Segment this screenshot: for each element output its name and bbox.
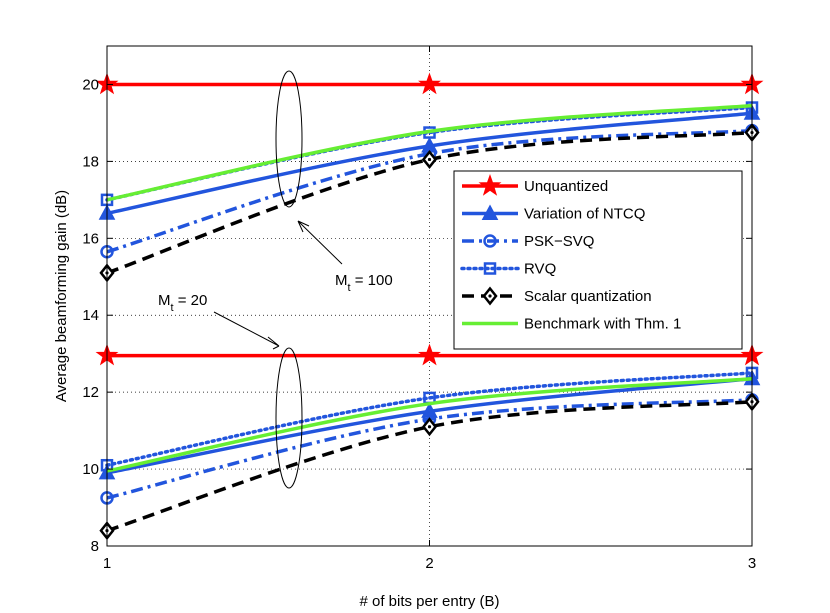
legend-marker-psk-svq: [483, 234, 497, 248]
x-axis-label: # of bits per entry (B): [359, 593, 499, 610]
y-tick-label: 16: [82, 230, 99, 247]
series-line-psk-svq-mt-100: [106, 128, 753, 254]
y-tick-label: 14: [82, 307, 99, 324]
legend-label-variation-of-ntcq: Variation of NTCQ: [524, 206, 645, 223]
grid-lines: [107, 46, 752, 546]
legend-label-rvq: RVQ: [524, 261, 556, 278]
ellipse-mt20: [275, 347, 303, 489]
legend-marker-variation-of-ntcq: [481, 204, 499, 220]
x-tick-label: 1: [103, 555, 111, 572]
point-scalar-quantization-mt-100-1-dot: [427, 157, 432, 162]
annotation-mt20: Mt = 20: [158, 292, 207, 314]
group-ellipses: [275, 70, 303, 489]
arrow-mt100: [297, 220, 343, 265]
series-line-benchmark-with-thm-1-mt-100: [106, 103, 753, 202]
series-line-scalar-quantization-mt-20: [106, 400, 753, 533]
legend: Unquantized Variation of NTCQ PSK−SVQ RVQ Sc…: [453, 170, 743, 350]
y-tick-label: 12: [82, 384, 99, 401]
series-line-rvq-mt-20: [105, 371, 754, 467]
arrow-mt20: [213, 311, 280, 350]
point-scalar-quantization-mt-20-1-dot: [427, 425, 432, 429]
y-axis-label: Average beamforming gain (dB): [53, 190, 70, 402]
y-tick-label: 8: [91, 538, 99, 555]
x-tick-label: 2: [425, 555, 433, 572]
point-unquantized-mt-100-1: [418, 72, 441, 95]
legend-label-unquantized: Unquantized: [524, 178, 608, 195]
x-tick-label: 3: [748, 555, 756, 572]
annotations: Mt = 100 Mt = 20: [158, 220, 393, 350]
series-line-benchmark-with-thm-1-mt-20: [106, 376, 753, 473]
legend-label-scalar-quantization: Scalar quantization: [524, 288, 652, 305]
y-tick-label: 18: [82, 153, 99, 170]
legend-marker-rvq: [483, 262, 497, 275]
legend-marker-unquantized: [478, 173, 502, 196]
ellipse-mt100: [275, 70, 303, 208]
y-tick-label: 10: [82, 461, 99, 478]
legend-label-psk-svq: PSK−SVQ: [524, 233, 594, 250]
legend-label-benchmark-with-thm-1: Benchmark with Thm. 1: [524, 316, 681, 333]
legend-box: [453, 170, 743, 350]
legend-marker-scalar-quantization-dot: [488, 294, 492, 298]
annotation-mt100: Mt = 100: [335, 272, 393, 294]
y-tick-label: 20: [82, 76, 99, 93]
point-unquantized-mt-20-1: [418, 343, 441, 366]
